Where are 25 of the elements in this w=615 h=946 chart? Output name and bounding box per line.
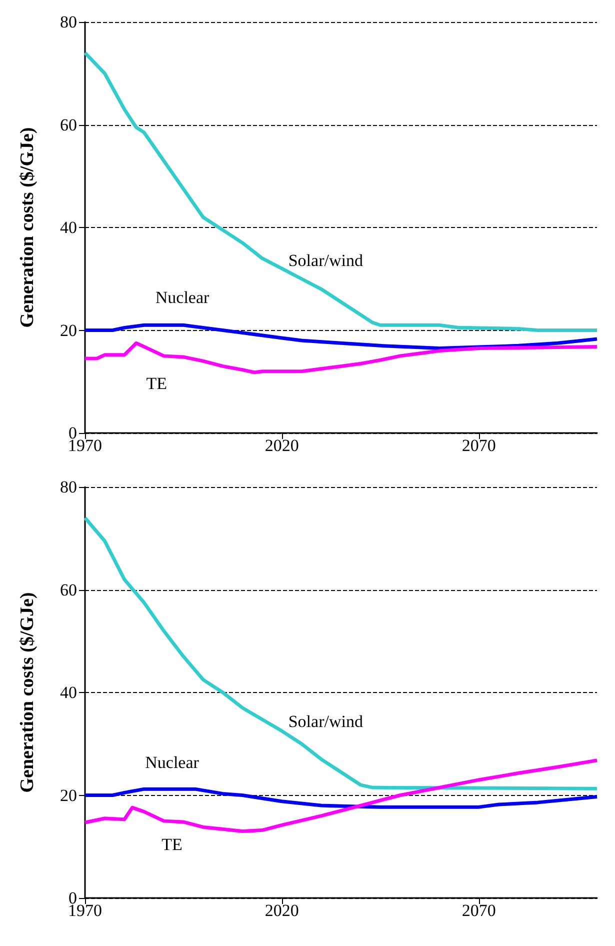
series-label: Nuclear [145,752,200,772]
series-label: TE [162,835,182,854]
line-series [83,51,599,332]
y-axis-title: Generation costs ($/GJe) [17,127,38,328]
line-series [83,341,599,374]
y-tick-label: 80 [60,478,77,496]
y-tick-label: 40 [60,683,77,702]
series-label: Solar/wind [288,250,364,270]
series-label: Solar/wind [288,712,364,731]
y-tick-label: 80 [60,12,77,32]
series-label: Nuclear [155,288,210,307]
y-tick-label: 60 [60,580,77,600]
x-tick-label: 2020 [264,436,299,455]
y-tick-label: 20 [60,320,77,340]
line-series [83,516,599,790]
y-tick-label: 20 [60,786,77,805]
y-axis-title: Generation costs ($/GJe) [17,592,38,793]
y-tick-label: 40 [60,218,77,237]
x-tick-label: 2070 [462,901,496,920]
line-series [83,323,599,350]
series-label: TE [146,374,168,394]
x-tick-label: 2020 [264,901,299,920]
line-series [83,787,599,809]
y-tick-label: 60 [60,115,77,134]
x-tick-label: 2070 [462,436,496,455]
